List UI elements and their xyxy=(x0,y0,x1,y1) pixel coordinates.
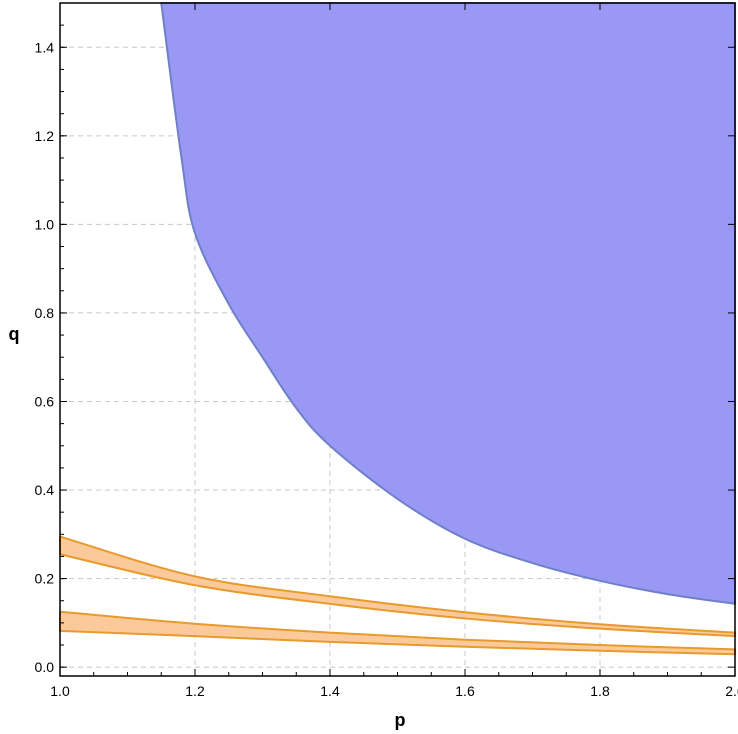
plot-regions xyxy=(59,2,736,656)
y-tick-label: 0.2 xyxy=(35,571,55,587)
x-tick-label: 1.2 xyxy=(185,683,205,699)
x-tick-label: 1.0 xyxy=(50,683,70,699)
y-tick-label: 0.0 xyxy=(35,659,55,675)
x-tick-label: 1.4 xyxy=(320,683,340,699)
upper-region xyxy=(160,2,736,605)
axis-ticks: 1.0 1.2 1.4 1.6 1.8 2.0 0.0 0.2 0.4 0.6 0.8 1.0 1.2 1… xyxy=(35,2,738,699)
y-tick-label: 0.6 xyxy=(35,393,55,409)
y-tick-label: 0.4 xyxy=(35,482,55,498)
y-tick-label: 1.2 xyxy=(35,128,55,144)
x-tick-label: 2.0 xyxy=(725,683,738,699)
band-region-2 xyxy=(59,610,736,656)
x-tick-label: 1.8 xyxy=(590,683,610,699)
y-axis-title: q xyxy=(9,324,20,344)
x-tick-label: 1.6 xyxy=(455,683,475,699)
x-axis-title: p xyxy=(395,710,406,730)
y-tick-label: 0.8 xyxy=(35,305,55,321)
y-tick-label: 1.0 xyxy=(35,216,55,232)
y-tick-label: 1.4 xyxy=(35,39,55,55)
